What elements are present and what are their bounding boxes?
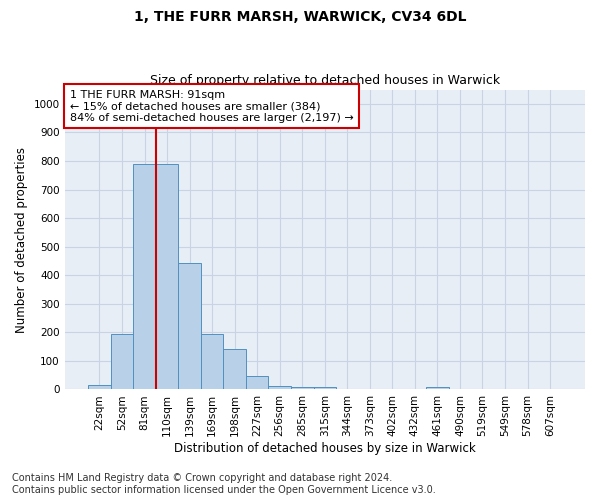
Text: 1, THE FURR MARSH, WARWICK, CV34 6DL: 1, THE FURR MARSH, WARWICK, CV34 6DL [134, 10, 466, 24]
Bar [223, 350, 246, 390]
Bar [133, 164, 156, 390]
Bar [111, 334, 133, 390]
X-axis label: Distribution of detached houses by size in Warwick: Distribution of detached houses by size … [174, 442, 476, 455]
Text: 1 THE FURR MARSH: 91sqm
← 15% of detached houses are smaller (384)
84% of semi-d: 1 THE FURR MARSH: 91sqm ← 15% of detache… [70, 90, 353, 123]
Bar [201, 334, 223, 390]
Bar [156, 164, 178, 390]
Bar [268, 386, 291, 390]
Bar [246, 376, 268, 390]
Y-axis label: Number of detached properties: Number of detached properties [15, 146, 28, 332]
Bar [88, 385, 111, 390]
Text: Contains HM Land Registry data © Crown copyright and database right 2024.
Contai: Contains HM Land Registry data © Crown c… [12, 474, 436, 495]
Bar [291, 386, 314, 390]
Bar [426, 386, 449, 390]
Bar [178, 263, 201, 390]
Title: Size of property relative to detached houses in Warwick: Size of property relative to detached ho… [150, 74, 500, 87]
Bar [314, 386, 336, 390]
